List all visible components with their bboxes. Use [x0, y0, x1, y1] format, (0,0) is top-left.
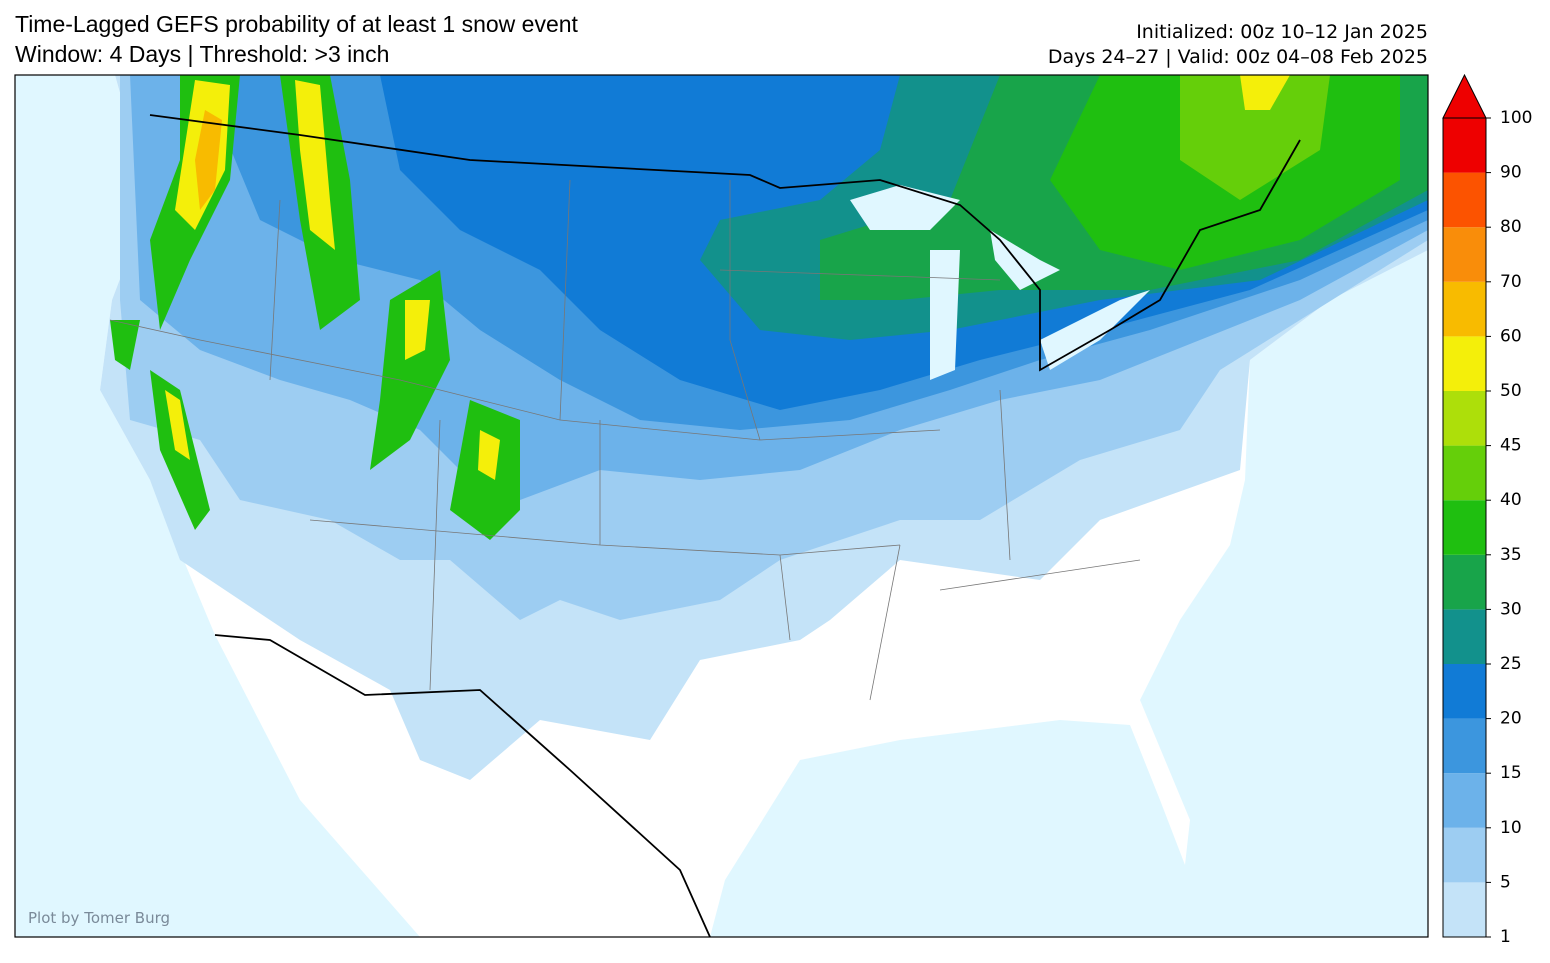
colorbar-segment	[1443, 118, 1486, 173]
colorbar-frame	[1442, 117, 1487, 938]
colorbar-tick-label: 100	[1500, 108, 1532, 128]
map-frame	[14, 74, 1429, 938]
colorbar-segment	[1443, 281, 1486, 337]
map: Plot by Tomer Burg	[15, 75, 1428, 937]
west-yellow	[165, 80, 500, 480]
us-canada-border	[149, 114, 1301, 372]
colorbar-tick-label: 90	[1500, 163, 1522, 183]
colorbar-extension	[1442, 73, 1487, 119]
subtitle: Window: 4 Days | Threshold: >3 inch	[15, 41, 389, 67]
colorbar-tick-label: 10	[1500, 818, 1522, 838]
colorbar-segment	[1443, 664, 1486, 719]
credit: Plot by Tomer Burg	[28, 909, 170, 927]
colorbar-segment	[1443, 227, 1486, 282]
colorbar-segment	[1443, 882, 1486, 937]
state-lines	[109, 179, 1141, 701]
colorbar-segment	[1443, 554, 1486, 610]
colorbar-tick-label: 15	[1500, 763, 1522, 783]
colorbar-tick-label: 80	[1500, 217, 1522, 237]
west-orange	[195, 110, 222, 210]
field-50	[1240, 75, 1290, 110]
colorbar-segment	[1443, 609, 1486, 664]
title: Time-Lagged GEFS probability of at least…	[15, 11, 579, 37]
init-time: Initialized: 00z 10–12 Jan 2025	[1136, 21, 1428, 43]
colorbar-tick-label: 70	[1500, 272, 1522, 292]
colorbar-tick-label: 30	[1500, 599, 1522, 619]
colorbar-segment	[1443, 500, 1486, 555]
colorbar-segment	[1443, 336, 1486, 391]
valid-time: Days 24–27 | Valid: 00z 04–08 Feb 2025	[1048, 46, 1428, 68]
colorbar-segment	[1443, 827, 1486, 883]
us-mexico-border	[214, 634, 711, 937]
colorbar-tick-label: 45	[1500, 436, 1522, 456]
colorbar-tick-label: 25	[1500, 654, 1522, 674]
colorbar-tick-label: 20	[1500, 709, 1522, 729]
colorbar-segment	[1443, 773, 1486, 828]
colorbar-segment	[1443, 445, 1486, 501]
colorbar-segment	[1443, 718, 1486, 774]
colorbar-tick-label: 50	[1500, 381, 1522, 401]
colorbar-tick-label: 40	[1500, 490, 1522, 510]
colorbar-tick-label: 60	[1500, 326, 1522, 346]
colorbar-tick-label: 1	[1500, 927, 1511, 947]
field-40	[1180, 75, 1330, 200]
colorbar-segment	[1443, 391, 1486, 446]
great-lakes	[850, 185, 1150, 380]
colorbar-tick-label: 35	[1500, 545, 1522, 565]
mexico	[215, 635, 710, 937]
colorbar-tick-label: 5	[1500, 872, 1511, 892]
colorbar-segment	[1443, 172, 1486, 228]
